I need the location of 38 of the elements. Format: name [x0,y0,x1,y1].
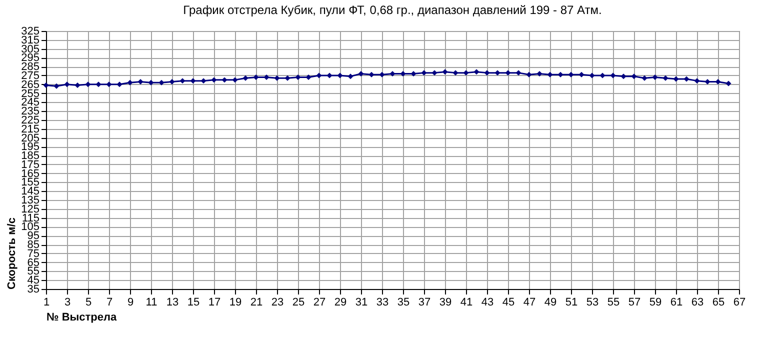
x-tick-label: 17 [208,296,221,308]
x-tick-label: 19 [229,296,242,308]
x-tick-label: 11 [146,296,158,308]
x-tick-label: 47 [523,296,536,308]
x-tick-label: 23 [271,296,284,308]
x-tick-label: 21 [250,296,263,308]
x-tick-label: 29 [334,296,347,308]
x-tick-label: 43 [481,296,494,308]
x-tick-label: 45 [502,296,515,308]
x-tick-label: 65 [712,296,725,308]
x-axis-title: № Выстрела [46,312,118,324]
y-tick-label: 35 [27,284,40,296]
x-tick-label: 13 [166,296,179,308]
x-tick-label: 67 [733,296,746,308]
x-tick-label: 37 [418,296,431,308]
x-tick-label: 5 [85,296,92,308]
x-tick-label: 35 [397,296,410,308]
x-tick-label: 31 [355,296,368,308]
x-tick-label: 39 [439,296,452,308]
x-tick-label: 41 [460,296,473,308]
x-tick-label: 1 [43,296,50,308]
x-tick-label: 57 [628,296,641,308]
x-tick-label: 3 [64,296,71,308]
x-tick-label: 59 [649,296,662,308]
x-tick-label: 61 [670,296,683,308]
x-tick-label: 27 [313,296,326,308]
x-tick-label: 51 [565,296,578,308]
x-tick-label: 15 [187,296,200,308]
x-tick-label: 63 [691,296,704,308]
chart-title: График отстрела Кубик, пули ФТ, 0,68 гр., диапазон давлений 199 - 87 Атм. [183,3,602,17]
x-tick-label: 33 [376,296,389,308]
x-tick-label: 25 [292,296,305,308]
x-tick-label: 53 [586,296,599,308]
x-tick-label: 49 [544,296,557,308]
x-tick-label: 9 [127,296,134,308]
x-tick-label: 7 [106,296,113,308]
x-tick-label: 55 [607,296,620,308]
y-axis-title: Скорость м/с [6,218,18,290]
